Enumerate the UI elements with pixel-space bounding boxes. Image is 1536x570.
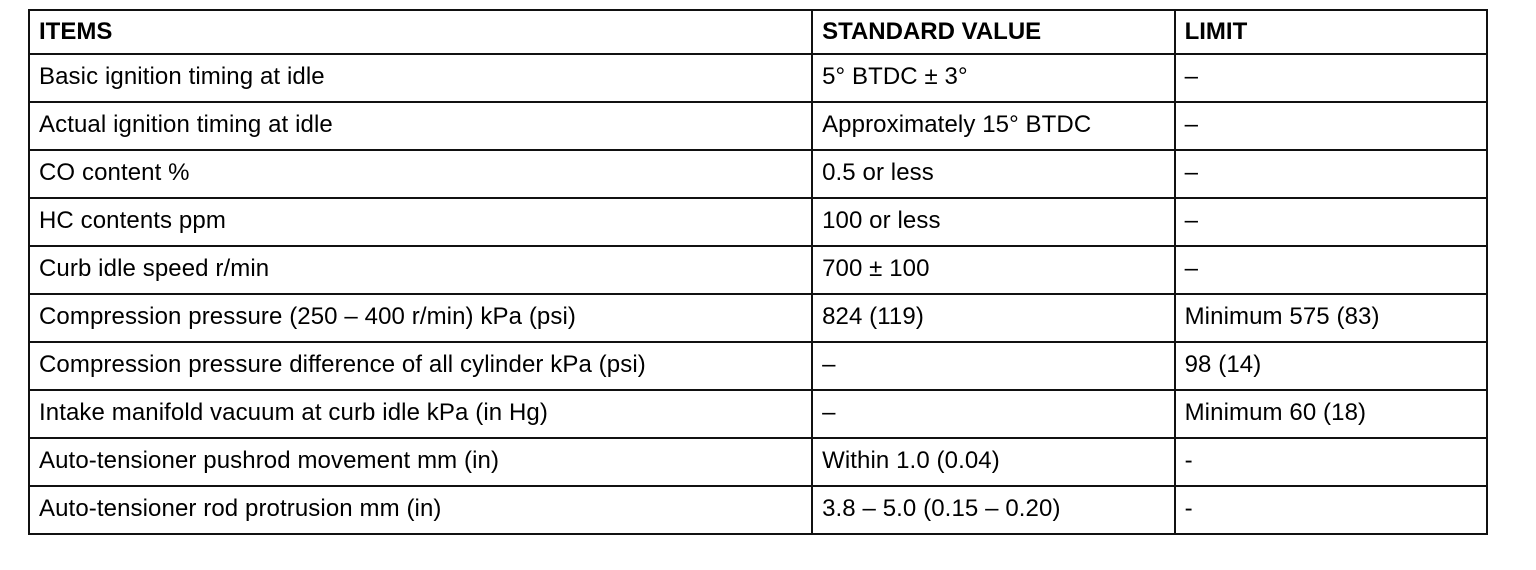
- limit-cell: –: [1173, 197, 1489, 247]
- table-row: HC contents ppm 100 or less –: [27, 197, 1489, 247]
- table-row: Basic ignition timing at idle 5° BTDC ± 3…: [27, 53, 1489, 103]
- limit-cell: 98 (14): [1173, 341, 1489, 391]
- standard-value-cell: –: [811, 341, 1176, 391]
- table-row: Compression pressure difference of all c…: [27, 341, 1489, 391]
- item-cell: HC contents ppm: [27, 197, 814, 247]
- header-items: ITEMS: [27, 9, 814, 55]
- item-cell: Actual ignition timing at idle: [27, 101, 814, 151]
- item-cell: Compression pressure difference of all c…: [27, 341, 814, 391]
- item-cell: Compression pressure (250 – 400 r/min) k…: [27, 293, 814, 343]
- item-cell: Auto-tensioner rod protrusion mm (in): [27, 485, 814, 535]
- table-row: Actual ignition timing at idle Approximat…: [27, 101, 1489, 151]
- table-row: CO content % 0.5 or less –: [27, 149, 1489, 199]
- item-cell: Curb idle speed r/min: [27, 245, 814, 295]
- item-cell: CO content %: [27, 149, 814, 199]
- standard-value-cell: 700 ± 100: [811, 245, 1176, 295]
- limit-cell: -: [1173, 485, 1489, 535]
- limit-cell: Minimum 575 (83): [1173, 293, 1489, 343]
- header-limit: LIMIT: [1173, 9, 1489, 55]
- standard-value-cell: 100 or less: [811, 197, 1176, 247]
- standard-value-cell: 824 (119): [811, 293, 1176, 343]
- standard-value-cell: 5° BTDC ± 3°: [811, 53, 1176, 103]
- standard-value-cell: 0.5 or less: [811, 149, 1176, 199]
- standard-value-cell: 3.8 – 5.0 (0.15 – 0.20): [811, 485, 1176, 535]
- item-cell: Auto-tensioner pushrod movement mm (in): [27, 437, 814, 487]
- table-row: Auto-tensioner pushrod movement mm (in) W…: [27, 437, 1489, 487]
- item-cell: Basic ignition timing at idle: [27, 53, 814, 103]
- limit-cell: –: [1173, 101, 1489, 151]
- limit-cell: Minimum 60 (18): [1173, 389, 1489, 439]
- limit-cell: –: [1173, 53, 1489, 103]
- limit-cell: –: [1173, 149, 1489, 199]
- item-cell: Intake manifold vacuum at curb idle kPa …: [27, 389, 814, 439]
- specifications-table: ITEMS STANDARD VALUE LIMIT Basic ignitio…: [27, 9, 1489, 535]
- header-row: ITEMS STANDARD VALUE LIMIT: [27, 9, 1489, 55]
- standard-value-cell: Approximately 15° BTDC: [811, 101, 1176, 151]
- standard-value-cell: –: [811, 389, 1176, 439]
- table-row: Compression pressure (250 – 400 r/min) k…: [27, 293, 1489, 343]
- header-standard-value: STANDARD VALUE: [811, 9, 1176, 55]
- standard-value-cell: Within 1.0 (0.04): [811, 437, 1176, 487]
- limit-cell: –: [1173, 245, 1489, 295]
- limit-cell: -: [1173, 437, 1489, 487]
- table-row: Auto-tensioner rod protrusion mm (in) 3.8…: [27, 485, 1489, 535]
- table-row: Curb idle speed r/min 700 ± 100–: [27, 245, 1489, 295]
- table-row: Intake manifold vacuum at curb idle kPa …: [27, 389, 1489, 439]
